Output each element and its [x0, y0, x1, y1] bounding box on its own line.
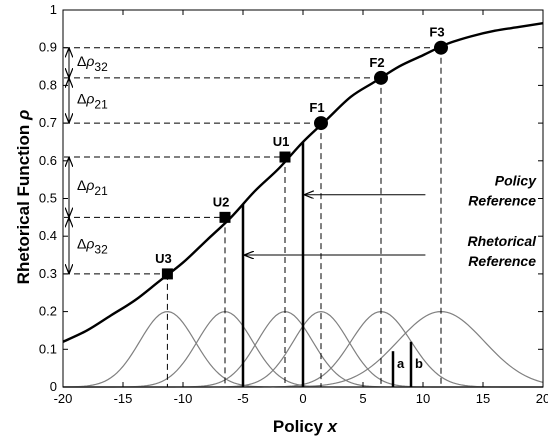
bar-label-a: a — [397, 356, 405, 371]
delta-symbol: Δ — [77, 236, 86, 252]
annotation-line2-2: Reference — [468, 253, 536, 269]
bar-label-b: b — [415, 356, 423, 371]
x-tick-label: 0 — [299, 391, 306, 406]
x-tick-label: -5 — [237, 391, 249, 406]
x-tick-label: -10 — [174, 391, 193, 406]
y-axis-title-main: Rhetorical Function — [14, 120, 33, 284]
y-tick-label: 0.3 — [39, 266, 57, 281]
marker-u1 — [279, 151, 291, 163]
y-tick-label: 0.1 — [39, 341, 57, 356]
delta-label-1: Δρ32 — [77, 53, 108, 74]
delta-symbol: Δ — [77, 53, 86, 69]
y-axis-title: Rhetorical Function ρ — [14, 110, 33, 285]
rhetorical-curve — [62, 22, 544, 343]
x-axis-title: Policy x — [273, 417, 339, 436]
y-tick-label: 0.2 — [39, 304, 57, 319]
y-tick-label: 0 — [50, 379, 57, 394]
y-tick-label: 0.4 — [39, 228, 57, 243]
x-tick-label: 15 — [476, 391, 490, 406]
x-axis-title-main: Policy — [273, 417, 328, 436]
marker-u2 — [219, 211, 231, 223]
x-tick-label: 5 — [359, 391, 366, 406]
delta-symbol: Δ — [77, 90, 86, 106]
axes: -20 -15 -10 -5 0 5 10 15 20 0 0.1 0.2 0.3 0.4 0.5 0.6 0.… — [39, 2, 548, 406]
delta-symbol: Δ — [77, 177, 86, 193]
y-axis-title-var: ρ — [14, 110, 33, 121]
marker-u3 — [161, 268, 173, 280]
delta-rho: ρ — [85, 177, 94, 193]
point-label-f1: F1 — [309, 100, 324, 115]
x-tick-label: -15 — [114, 391, 133, 406]
x-tick-label: -20 — [54, 391, 73, 406]
point-label-f2: F2 — [369, 55, 384, 70]
y-tick-label: 0.6 — [39, 153, 57, 168]
y-tick-label: 0.8 — [39, 77, 57, 92]
delta-label-3: Δρ21 — [77, 177, 108, 198]
delta-subscript: 32 — [94, 60, 108, 74]
delta-rho: ρ — [85, 236, 94, 252]
delta-label-2: Δρ21 — [77, 90, 108, 111]
point-label-u2: U2 — [213, 194, 230, 209]
x-axis-title-var: x — [327, 417, 339, 436]
marker-f2 — [374, 70, 388, 85]
y-tick-label: 0.9 — [39, 40, 57, 55]
delta-rho: ρ — [85, 90, 94, 106]
delta-subscript: 21 — [94, 97, 108, 111]
x-tick-label: 20 — [536, 391, 548, 406]
delta-rho: ρ — [85, 53, 94, 69]
y-tick-label: 0.5 — [39, 191, 57, 206]
annotation-line1-1: Policy — [495, 173, 537, 189]
delta-label-4: Δρ32 — [77, 236, 108, 257]
delta-subscript: 32 — [94, 243, 108, 257]
plot-area: a bU3U2U1F1F2F3Δρ32Δρ21Δρ21Δρ32PolicyRefe… — [62, 22, 544, 388]
y-tick-label: 1 — [50, 2, 57, 17]
point-label-u1: U1 — [273, 134, 290, 149]
marker-f1 — [314, 116, 328, 131]
delta-subscript: 21 — [94, 184, 108, 198]
annotation-line1-2: Rhetorical — [468, 233, 538, 249]
annotation-line2-1: Reference — [468, 193, 536, 209]
point-label-u3: U3 — [155, 251, 172, 266]
marker-f3 — [434, 40, 448, 55]
point-label-f3: F3 — [429, 25, 444, 40]
y-tick-label: 0.7 — [39, 115, 57, 130]
x-tick-label: 10 — [416, 391, 430, 406]
